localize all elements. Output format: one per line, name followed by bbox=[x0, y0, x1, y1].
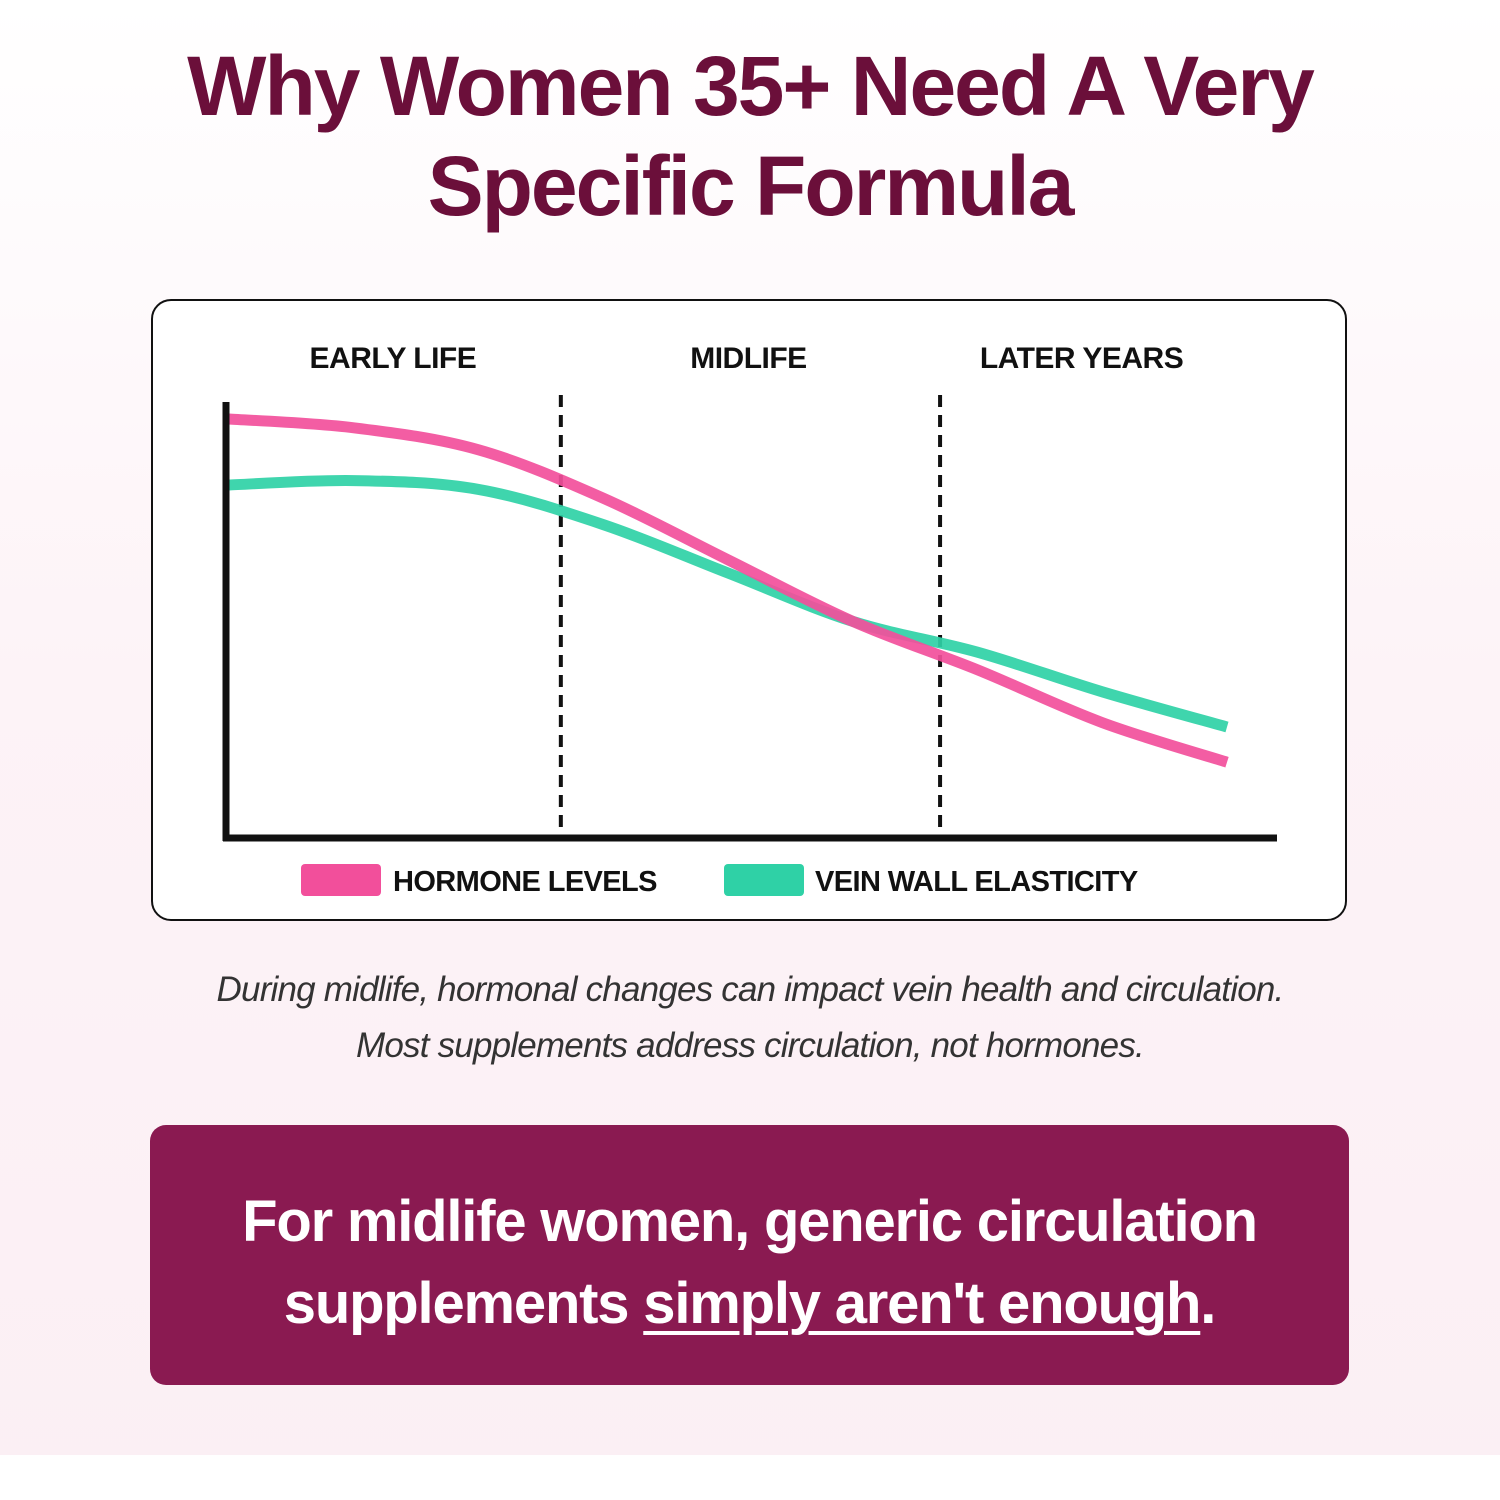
legend-swatch-0 bbox=[301, 864, 381, 896]
headline: Why Women 35+ Need A Very Specific Formu… bbox=[0, 36, 1500, 236]
chart-svg: EARLY LIFE MIDLIFE LATER YEARS HORMONE LEVE… bbox=[222, 342, 1277, 898]
chart-card: EARLY LIFE MIDLIFE LATER YEARS HORMONE LEVE… bbox=[151, 299, 1347, 921]
series-line-0 bbox=[228, 413, 1229, 768]
footer-band bbox=[0, 1455, 1500, 1500]
caption-line-2: Most supplements address circulation, no… bbox=[356, 1026, 1145, 1065]
cta-line-2-plain: supplements bbox=[283, 1271, 644, 1336]
phase-label-0: EARLY LIFE bbox=[310, 342, 477, 375]
caption-line-1: During midlife, hormonal changes can imp… bbox=[216, 970, 1285, 1009]
cta-banner: For midlife women, generic circulation s… bbox=[150, 1125, 1349, 1385]
cta-line-1: For midlife women, generic circulation bbox=[242, 1189, 1258, 1254]
legend-label-0: HORMONE LEVELS bbox=[393, 866, 657, 898]
legend-swatch-1 bbox=[724, 864, 804, 896]
phase-label-1: MIDLIFE bbox=[690, 342, 807, 375]
series-line-1 bbox=[228, 475, 1229, 733]
headline-line-1: Why Women 35+ Need A Very bbox=[187, 39, 1315, 133]
cta-underlined-text: simply aren't enough bbox=[643, 1271, 1201, 1336]
cta-line-2-end: . bbox=[1200, 1271, 1216, 1336]
caption: During midlife, hormonal changes can imp… bbox=[0, 962, 1500, 1074]
headline-line-2: Specific Formula bbox=[427, 139, 1075, 233]
phase-label-2: LATER YEARS bbox=[980, 342, 1183, 375]
cta-line-2: supplements simply aren't enough. bbox=[150, 1263, 1349, 1345]
legend-label-1: VEIN WALL ELASTICITY bbox=[815, 866, 1138, 898]
